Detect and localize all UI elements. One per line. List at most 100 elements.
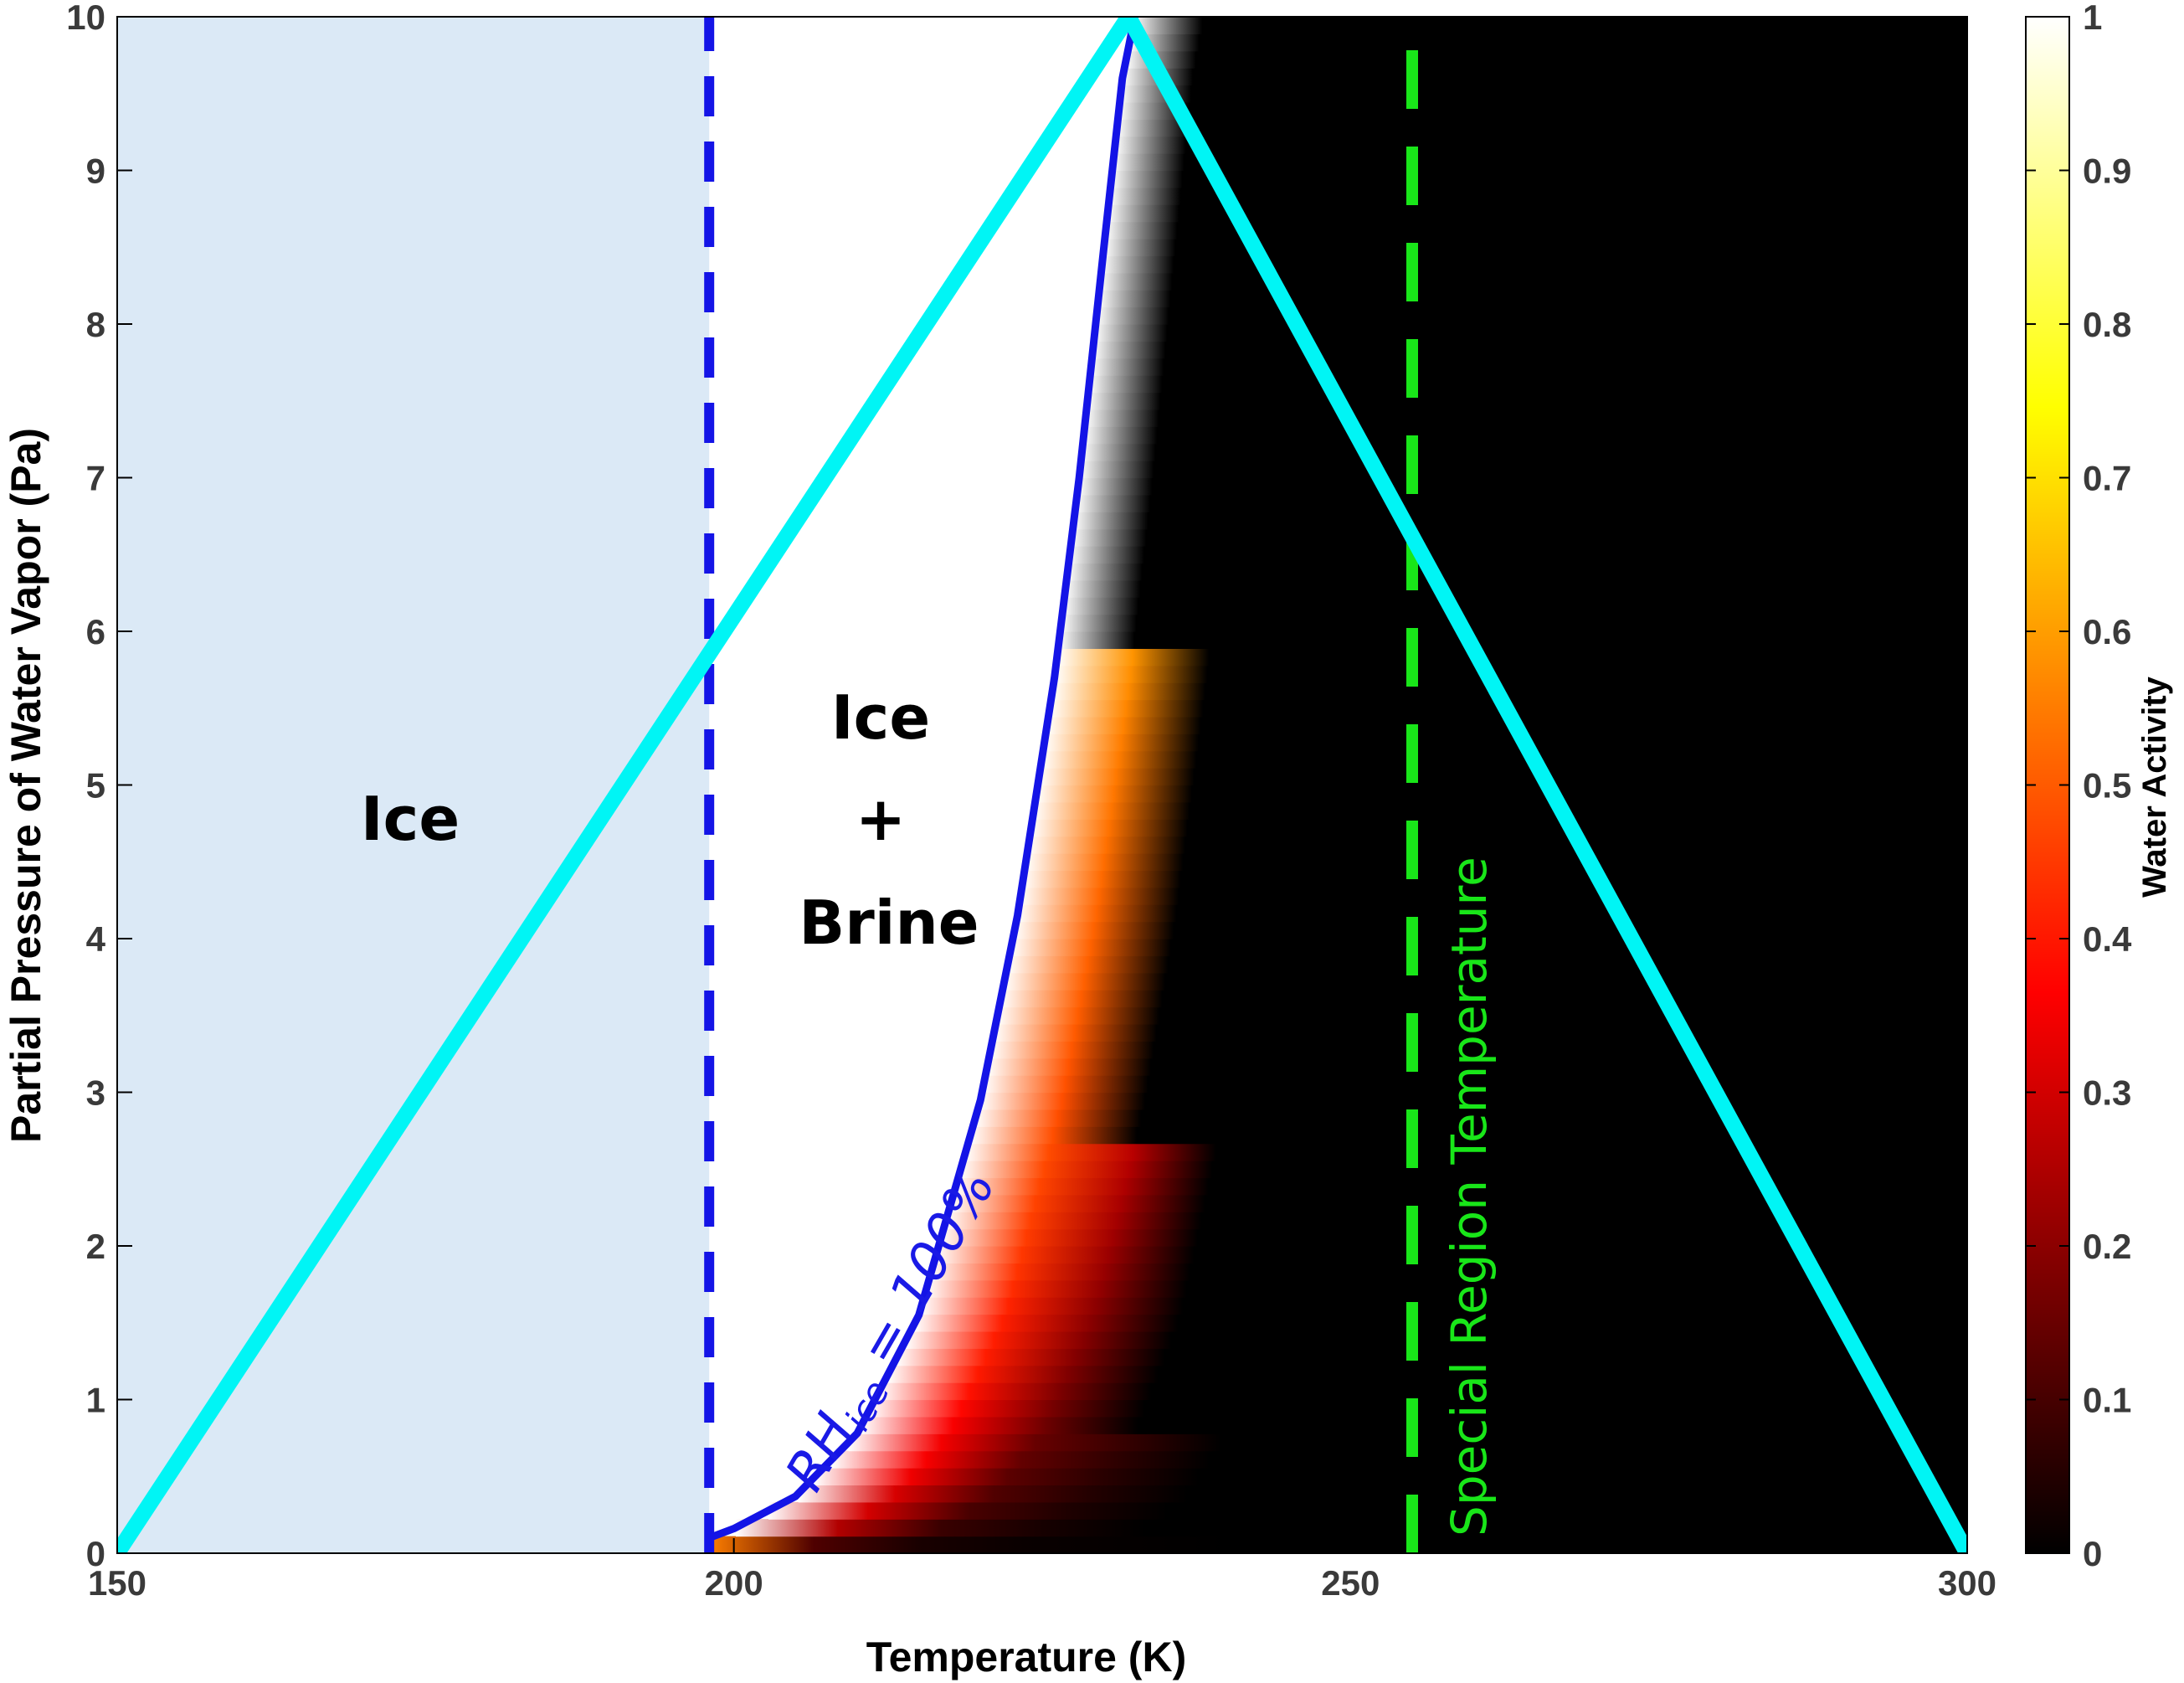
heatmap-band [1025, 853, 1967, 872]
heatmap-band [1063, 597, 1967, 615]
heatmap-band [994, 1023, 1967, 1042]
y-axis-ticks: 0 1 2 3 4 5 6 7 8 9 10 [66, 0, 132, 1573]
heatmap-band [1077, 477, 1967, 496]
colorbar-tick-label: 0 [2083, 1534, 2102, 1573]
colorbar-tick-label: 0.4 [2083, 919, 2132, 959]
colorbar: 0 0.1 0.2 0.3 0.4 0.5 0.6 0.7 0.8 0.9 1 Water Acti… [2025, 0, 2173, 1573]
heatmap-band [950, 1194, 1967, 1212]
heatmap-band [1044, 733, 1967, 752]
y-tick-label: 0 [86, 1534, 105, 1573]
rh-ice-100-curve [705, 17, 1138, 1542]
heatmap-band [1052, 682, 1967, 701]
heatmap-band [941, 1228, 1967, 1247]
colorbar-tick-label: 0.7 [2083, 459, 2131, 498]
heatmap-band [1111, 170, 1967, 188]
heatmap-band [1089, 375, 1967, 394]
heatmap-band [1133, 17, 1967, 34]
heatmap-band [1020, 887, 1967, 905]
heatmap-band [1007, 955, 1967, 974]
triangle-line [117, 17, 1967, 1553]
heatmap-band [879, 1382, 1967, 1401]
y-tick-label: 7 [86, 459, 105, 498]
heatmap-band [1000, 990, 1967, 1008]
heatmap-band [1023, 870, 1967, 888]
heatmap-band [1028, 836, 1967, 854]
colorbar-label: Water Activity [2136, 676, 2173, 898]
heatmap-band [1080, 461, 1967, 479]
special-region-annotation: Special Region Temperature [1441, 857, 1498, 1536]
heatmap-band [1034, 801, 1967, 820]
heatmap-band [1100, 272, 1967, 291]
heatmap-band [1129, 33, 1967, 52]
heatmap-band [1092, 341, 1967, 359]
heatmap-band [1036, 785, 1967, 803]
colorbar-tick-label: 0.1 [2083, 1381, 2131, 1420]
heatmap-band [1069, 546, 1967, 564]
colorbar-tick-label: 0.6 [2083, 612, 2131, 651]
heatmap-band [1067, 563, 1967, 581]
colorbar-tick-label: 0.9 [2083, 152, 2131, 191]
heatmap-band [914, 1314, 1967, 1332]
heatmap-band [897, 1348, 1967, 1366]
heatmap-band [997, 1006, 1967, 1025]
heatmap-band [1096, 306, 1967, 325]
plot-area [116, 16, 1968, 1554]
heatmap-band [887, 1365, 1967, 1383]
heatmap-band [921, 1297, 1967, 1315]
colorbar-tick-label: 0.3 [2083, 1073, 2131, 1113]
y-tick-label: 8 [86, 305, 105, 344]
heatmap-band [736, 1519, 1967, 1537]
heatmap-band [1082, 443, 1967, 461]
y-tick-label: 5 [86, 766, 105, 805]
heatmap-band [1085, 409, 1967, 427]
heatmap-band [815, 1468, 1967, 1486]
heatmap-band [1076, 494, 1967, 512]
heatmap-band [1126, 50, 1967, 69]
water-activity-heatmap [709, 17, 1967, 1553]
heatmap-band [1091, 358, 1967, 376]
heatmap-band [1004, 972, 1967, 991]
heatmap-band [1094, 324, 1967, 342]
heatmap-band [1102, 255, 1967, 274]
y-tick-label: 3 [86, 1073, 105, 1113]
heatmap-band [1071, 528, 1967, 547]
x-axis-ticks: 150 200 250 300 [88, 1538, 1996, 1603]
heatmap-band [1059, 631, 1967, 649]
heatmap-band [1115, 136, 1967, 154]
heatmap-band [1123, 68, 1967, 86]
y-tick-label: 9 [86, 152, 105, 191]
region-label-brine: Brine [799, 888, 979, 958]
heatmap-band [1098, 290, 1967, 308]
heatmap-band [1055, 665, 1967, 683]
ice-region-fill [117, 17, 710, 1553]
heatmap-band [936, 1246, 1967, 1264]
colorbar-ticks: 0 0.1 0.2 0.3 0.4 0.5 0.6 0.7 0.8 0.9 1 [2026, 0, 2132, 1573]
heatmap-band [1109, 187, 1967, 205]
heatmap-band [1113, 153, 1967, 172]
heatmap-band [1061, 614, 1967, 632]
heatmap-band [709, 1536, 1967, 1553]
heatmap-band [987, 1058, 1967, 1076]
heatmap-band [1018, 904, 1967, 923]
series-lines [117, 17, 1967, 1553]
heatmap-band [1117, 119, 1967, 137]
heatmap-band [1015, 921, 1967, 939]
colorbar-tick-label: 0.2 [2083, 1227, 2131, 1266]
region-label-plus: + [856, 784, 906, 854]
colorbar-tick-label: 0.5 [2083, 766, 2131, 805]
heatmap-band [1010, 939, 1967, 956]
x-tick-label: 200 [705, 1563, 763, 1603]
heatmap-band [1120, 85, 1967, 103]
region-label-ice: Ice [361, 784, 460, 854]
heatmap-band [1118, 101, 1967, 120]
heatmap-band [1039, 768, 1967, 786]
y-tick-label: 2 [86, 1227, 105, 1266]
heatmap-band [1056, 648, 1967, 667]
heatmap-band [965, 1143, 1967, 1161]
heatmap-band [831, 1450, 1967, 1469]
y-tick-label: 10 [66, 0, 105, 37]
heatmap-band [931, 1263, 1967, 1281]
heatmap-band [1065, 579, 1967, 598]
heatmap-band [768, 1501, 1967, 1520]
y-axis-label: Partial Pressure of Water Vapor (Pa) [3, 428, 49, 1143]
